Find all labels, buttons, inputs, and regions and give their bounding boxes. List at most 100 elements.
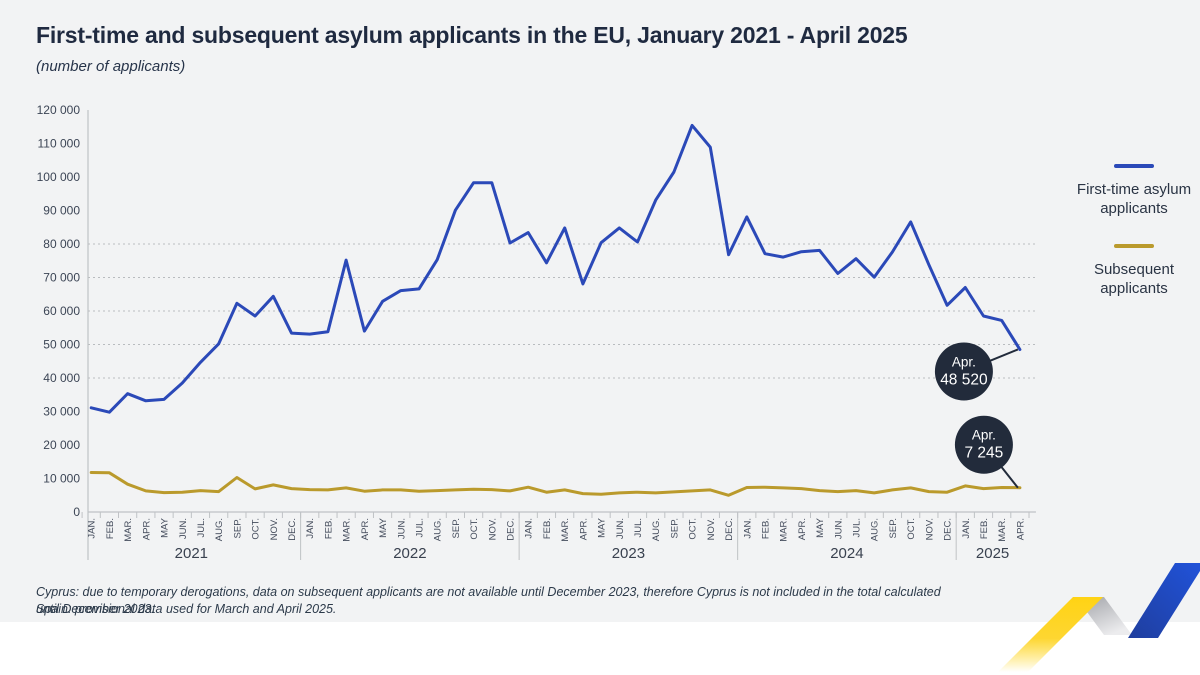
month-label: AUG. — [433, 518, 444, 541]
month-label: FEB. — [542, 518, 553, 539]
y-tick-label: 40 000 — [43, 371, 80, 385]
month-label: JUN. — [833, 518, 844, 539]
deco-yellow-band — [998, 597, 1103, 672]
first-time-line-swatch — [1114, 164, 1154, 168]
y-tick-label: 70 000 — [43, 271, 80, 285]
month-label: JUN. — [396, 518, 407, 539]
month-label: JAN. — [524, 518, 535, 539]
month-label: JUL. — [196, 518, 207, 538]
month-label: APR. — [360, 518, 371, 540]
month-label: JUN. — [178, 518, 189, 539]
callout-value: 7 245 — [965, 445, 1004, 462]
month-label: DEC. — [287, 518, 298, 541]
footnote-spain: Spain: provisional data used for March a… — [36, 602, 337, 616]
month-label: MAR. — [779, 518, 790, 542]
footnote-cyprus: Cyprus: due to temporary derogations, da… — [36, 585, 941, 616]
month-label: NOV. — [269, 518, 280, 540]
month-label: JUL. — [414, 518, 425, 538]
month-label: MAR. — [997, 518, 1008, 542]
year-label: 2022 — [393, 545, 426, 562]
callout-month: Apr. — [972, 428, 996, 443]
month-label: OCT. — [251, 518, 262, 540]
trend-zigzag-decoration — [998, 563, 1200, 672]
month-label: MAY — [815, 517, 826, 538]
month-label: DEC. — [724, 518, 735, 541]
line-chart: 0 10 000 20 000 30 000 40 000 50 000 60 000 70 … — [37, 103, 1036, 562]
month-label: OCT. — [688, 518, 699, 540]
month-label: APR. — [1015, 518, 1026, 540]
callout-first-time: Apr. 48 520 — [934, 342, 1019, 401]
month-label: JAN. — [742, 518, 753, 539]
chart-legend: First-time asylum applicants Subsequent … — [1072, 164, 1196, 298]
month-label: AUG. — [651, 518, 662, 541]
month-label: MAR. — [123, 518, 134, 542]
month-label: AUG. — [214, 518, 225, 541]
month-label: APR. — [578, 518, 589, 540]
month-label: OCT. — [906, 518, 917, 540]
deco-blue-band — [1128, 563, 1200, 638]
month-label: MAY — [160, 517, 171, 538]
month-label: DEC. — [943, 518, 954, 541]
month-label: JAN. — [87, 518, 98, 539]
y-tick-label: 120 000 — [37, 103, 81, 117]
month-label: FEB. — [979, 518, 990, 539]
month-label: JUL. — [852, 518, 863, 538]
legend-item-subsequent: Subsequent applicants — [1072, 244, 1196, 298]
month-label: JUL. — [633, 518, 644, 538]
chart-subtitle: (number of applicants) — [36, 58, 186, 75]
month-label: NOV. — [706, 518, 717, 540]
year-label: 2023 — [612, 545, 645, 562]
month-label: NOV. — [487, 518, 498, 540]
month-label: JUN. — [615, 518, 626, 539]
first-time-series-line — [89, 123, 1022, 414]
subsequent-series-line — [89, 471, 1022, 497]
subsequent-line-swatch — [1114, 244, 1154, 248]
y-tick-label: 20 000 — [43, 438, 80, 452]
month-label: MAR. — [342, 518, 353, 542]
month-label: SEP. — [888, 518, 899, 538]
month-label: MAR. — [560, 518, 571, 542]
y-tick-label: 0 — [73, 505, 80, 519]
y-axis-labels: 0 10 000 20 000 30 000 40 000 50 000 60 000 70 … — [37, 103, 81, 519]
y-tick-label: 110 000 — [38, 137, 81, 151]
x-month-labels: JAN. FEB. MAR. APR. MAY JUN. JUL. AUG. SEP. OCT. N… — [87, 517, 1027, 541]
callout-month: Apr. — [952, 354, 976, 369]
month-label: MAY — [597, 517, 608, 538]
chart-card: First-time and subsequent asylum applica… — [0, 0, 1200, 622]
month-label: DEC. — [506, 518, 517, 541]
y-tick-label: 100 000 — [37, 170, 81, 184]
y-tick-label: 10 000 — [43, 472, 80, 486]
year-label: 2025 — [976, 545, 1009, 562]
month-label: AUG. — [870, 518, 881, 541]
month-label: FEB. — [760, 518, 771, 539]
legend-item-first-time: First-time asylum applicants — [1072, 164, 1196, 218]
month-label: JAN. — [961, 518, 972, 539]
month-label: SEP. — [451, 518, 462, 538]
month-label: SEP. — [232, 518, 243, 538]
month-label: APR. — [141, 518, 152, 540]
month-label: APR. — [797, 518, 808, 540]
page-title: First-time and subsequent asylum applica… — [36, 22, 908, 48]
year-labels: 2021 2022 2023 2024 2025 — [175, 545, 1010, 562]
legend-label-first-time: First-time asylum applicants — [1076, 181, 1192, 217]
callout-value: 48 520 — [940, 371, 988, 388]
month-label: SEP. — [669, 518, 680, 538]
y-tick-label: 60 000 — [43, 304, 80, 318]
y-tick-label: 80 000 — [43, 237, 80, 251]
legend-label-subsequent: Subsequent applicants — [1093, 261, 1175, 297]
footer-band: eurostat — [0, 622, 1200, 675]
month-label: OCT. — [469, 518, 480, 540]
y-tick-label: 30 000 — [43, 405, 80, 419]
month-label: JAN. — [305, 518, 316, 539]
y-tick-label: 90 000 — [43, 204, 80, 218]
year-label: 2024 — [830, 545, 863, 562]
y-gridlines — [88, 243, 1036, 379]
callout-subsequent: Apr. 7 245 — [954, 415, 1019, 489]
month-label: NOV. — [924, 518, 935, 540]
y-tick-label: 50 000 — [43, 338, 80, 352]
axes — [87, 110, 1036, 560]
x-ticks — [81, 512, 1030, 560]
year-label: 2021 — [175, 545, 208, 562]
month-label: MAY — [378, 517, 389, 538]
